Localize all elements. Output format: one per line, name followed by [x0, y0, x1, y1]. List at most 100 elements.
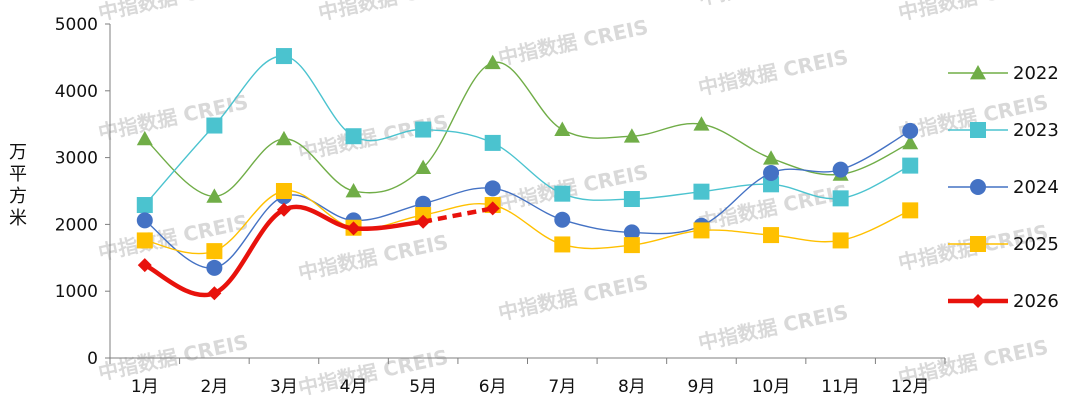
legend-marker	[970, 236, 986, 252]
legend-item-2026: 2026	[948, 291, 1059, 312]
data-point	[345, 128, 362, 145]
x-tick-label: 1月	[131, 377, 159, 397]
legend-item-2025: 2025	[948, 234, 1059, 255]
watermark-text: 中指数据 CREIS	[696, 45, 850, 100]
legend-marker	[971, 294, 985, 308]
x-tick-label: 3月	[270, 377, 298, 397]
y-tick-label: 0	[87, 349, 98, 369]
watermark-text: 中指数据 CREIS	[316, 0, 470, 25]
legend: 2022 2023 2024 2025 2026	[948, 63, 1059, 312]
data-point	[275, 130, 292, 146]
y-tick-label: 5000	[55, 15, 98, 35]
legend-label: 2025	[1013, 234, 1059, 255]
data-point	[346, 221, 361, 236]
data-point	[902, 122, 919, 139]
data-point	[484, 180, 501, 197]
data-point	[485, 201, 500, 216]
data-point	[554, 236, 571, 253]
series-2026	[137, 201, 500, 301]
series-2023	[136, 48, 919, 214]
data-point	[207, 286, 222, 301]
legend-item-2023: 2023	[948, 120, 1059, 141]
x-tick-label: 4月	[340, 377, 368, 397]
data-point	[206, 259, 223, 276]
data-point	[137, 258, 152, 273]
data-point	[832, 190, 849, 207]
data-point	[902, 134, 919, 150]
data-point	[693, 116, 710, 131]
series-layer	[136, 48, 919, 301]
x-tick-label: 8月	[618, 377, 646, 397]
data-point	[623, 128, 640, 143]
data-point	[206, 243, 223, 260]
watermark-text: 中指数据 CREIS	[96, 210, 250, 265]
data-point	[832, 161, 849, 178]
data-point	[484, 54, 501, 70]
x-tick-label: 10月	[752, 377, 791, 397]
data-point	[136, 130, 153, 146]
watermark-text: 中指数据 CREIS	[96, 0, 250, 25]
data-point	[554, 211, 571, 228]
y-tick-label: 4000	[55, 82, 98, 102]
data-point	[136, 197, 153, 214]
legend-item-2024: 2024	[948, 177, 1059, 198]
data-point	[275, 183, 292, 199]
data-point	[693, 222, 710, 239]
axes: 0 1000 2000 3000 4000 5000 1月 2月 3月 4月 5月 6月 7月 8月 9月 1…	[55, 15, 946, 397]
legend-label: 2026	[1013, 291, 1059, 312]
y-axis-label: 万平方米	[9, 142, 27, 229]
data-point	[276, 202, 291, 217]
data-point	[763, 176, 780, 193]
legend-marker	[970, 122, 986, 138]
watermark-text: 中指数据 CREIS	[496, 15, 650, 70]
x-tick-label: 7月	[548, 377, 576, 397]
x-tick-label: 6月	[479, 377, 507, 397]
series-line-dashed	[422, 206, 494, 224]
data-point	[554, 121, 571, 136]
watermark-text: 中指数据 CREIS	[296, 230, 450, 285]
legend-label: 2023	[1013, 120, 1059, 141]
x-tick-label: 2月	[200, 377, 228, 397]
data-point	[763, 164, 780, 181]
data-point	[206, 188, 223, 203]
legend-item-2022: 2022	[948, 63, 1059, 84]
y-tick-label: 2000	[55, 215, 98, 235]
watermark-text: 中指数据 CREIS	[496, 270, 650, 325]
data-point	[902, 157, 919, 174]
data-point	[136, 232, 153, 249]
x-tick-label: 5月	[409, 377, 437, 397]
data-point	[693, 183, 710, 200]
series-2022	[136, 54, 919, 203]
data-point	[206, 117, 223, 134]
data-point	[554, 185, 571, 202]
legend-label: 2024	[1013, 177, 1059, 198]
legend-marker	[970, 179, 986, 195]
data-point	[415, 121, 432, 138]
data-point	[484, 134, 501, 151]
watermark-text: 中指数据 CREIS	[696, 0, 850, 10]
series-line	[144, 61, 911, 198]
data-point	[763, 150, 780, 165]
watermark-text: 中指数据 CREIS	[96, 90, 250, 145]
y-tick-label: 1000	[55, 282, 98, 302]
data-point	[345, 183, 362, 198]
x-tick-label: 11月	[821, 377, 860, 397]
data-point	[623, 224, 640, 241]
x-tick-label: 12月	[891, 377, 930, 397]
x-tick-label: 9月	[688, 377, 716, 397]
data-point	[415, 159, 432, 175]
y-tick-label: 3000	[55, 149, 98, 169]
watermark-layer: 中指数据 CREIS 中指数据 CREIS 中指数据 CREIS 中指数据 CREIS…	[96, 0, 1050, 400]
data-point	[416, 214, 431, 229]
legend-label: 2022	[1013, 63, 1059, 84]
data-point	[136, 212, 153, 229]
data-point	[763, 227, 780, 244]
watermark-text: 中指数据 CREIS	[696, 300, 850, 355]
legend-marker	[970, 65, 986, 80]
data-point	[623, 237, 640, 254]
watermark-text: 中指数据 CREIS	[896, 0, 1050, 25]
data-point	[902, 202, 919, 219]
data-point	[832, 232, 849, 249]
data-point	[623, 191, 640, 208]
